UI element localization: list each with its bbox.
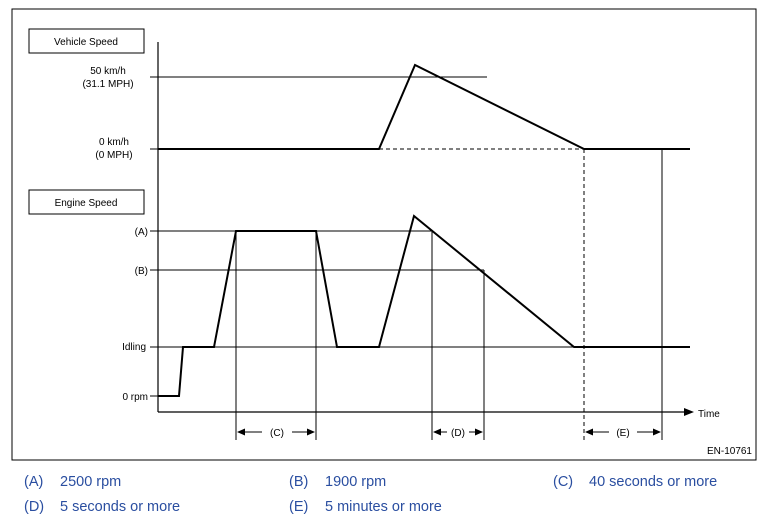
diagram-frame [11,8,757,461]
time-axis-arrow [684,408,694,416]
legend-text-a: 2500 rpm [60,474,122,490]
engine-speed-trace [158,214,690,397]
interval-c-right-arrow [307,428,315,436]
engine-a-label: (A) [135,227,148,238]
engine-speed-title: Engine Speed [55,198,118,209]
engine-0rpm-label: 0 rpm [122,392,148,403]
legend-key-a: (A) [24,474,44,490]
vehicle-0kmh-label: 0 km/h [99,137,129,148]
legend-text-b: 1900 rpm [325,474,387,490]
legend-item-b: (B) 1900 rpm [289,474,386,490]
legend-text-c: 40 seconds or more [589,474,718,490]
vehicle-50kmh-mph-label: (31.1 MPH) [82,79,133,90]
legend-item-c: (C) 40 seconds or more [553,474,717,490]
legend-key-c: (C) [553,474,574,490]
engine-speed-box [28,189,145,215]
legend-item-a: (A) 2500 rpm [24,474,121,490]
interval-d-label: (D) [451,428,465,439]
legend-text-d: 5 seconds or more [60,499,181,515]
vehicle-50kmh-label: 50 km/h [90,66,126,77]
legend-item-e: (E) 5 minutes or more [289,499,442,515]
interval-e-right-arrow [653,428,661,436]
interval-c-left-arrow [237,428,245,436]
engine-b-label: (B) [135,266,148,277]
engine-idling-label: Idling [122,342,146,353]
vehicle-speed-title: Vehicle Speed [54,37,118,48]
vehicle-0kmh-mph-label: (0 MPH) [95,150,132,161]
legend-key-d: (D) [24,499,45,515]
interval-c-label: (C) [270,428,284,439]
legend-item-d: (D) 5 seconds or more [24,499,180,515]
legend-text-e: 5 minutes or more [325,499,442,515]
time-axis-label: Time [698,409,720,420]
interval-d-right-arrow [475,428,483,436]
interval-e-label: (E) [616,428,629,439]
interval-e-left-arrow [585,428,593,436]
interval-d-left-arrow [433,428,441,436]
figure-code: EN-10761 [707,446,752,457]
vehicle-speed-trace [158,63,690,150]
vehicle-speed-box [28,28,145,54]
legend-key-e: (E) [289,499,309,515]
legend-key-b: (B) [289,474,309,490]
